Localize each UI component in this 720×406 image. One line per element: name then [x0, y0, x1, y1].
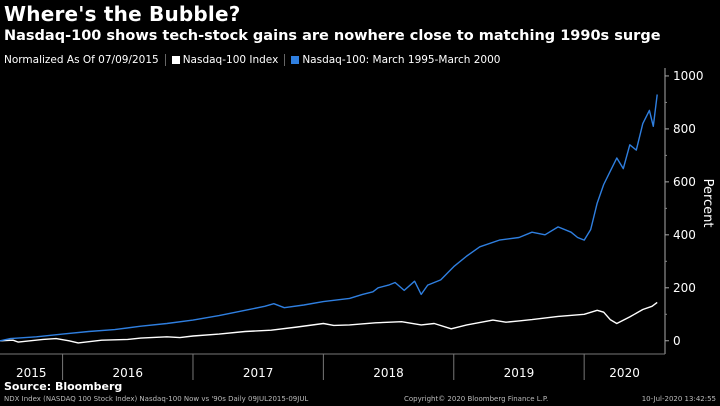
- footer-timestamp: 10-Jul-2020 13:42:55: [641, 395, 716, 403]
- chart-subtitle: Nasdaq-100 shows tech-stock gains are no…: [4, 28, 661, 44]
- x-tick-label: 2017: [243, 366, 274, 380]
- chart-title: Where's the Bubble?: [4, 2, 241, 26]
- legend-swatch-nasdaq-1990s: [291, 56, 300, 64]
- y-axis-label: Percent: [700, 179, 715, 228]
- x-tick-label: 2016: [113, 366, 144, 380]
- chart-axes: 0 200 400 600 800 1000 Percent 2015 2016 2017 2018…: [0, 68, 715, 380]
- legend-label-nasdaq-index: Nasdaq-100 Index: [182, 54, 279, 66]
- y-tick-label: 600: [673, 175, 696, 189]
- chart-lines: [0, 94, 658, 344]
- legend-label-nasdaq-1990s: Nasdaq-100: March 1995-March 2000: [302, 54, 501, 66]
- y-tick-label: 800: [673, 122, 696, 136]
- legend-divider: [284, 54, 286, 66]
- x-tick-label: 2019: [504, 366, 535, 380]
- y-tick-label: 1000: [673, 69, 704, 83]
- x-tick-label: 2020: [609, 366, 640, 380]
- footer-copyright: Copyright© 2020 Bloomberg Finance L.P.: [404, 395, 549, 403]
- legend-normalized-label: Normalized As Of 07/09/2015: [4, 54, 159, 66]
- nasdaq-1990s-line: [0, 94, 658, 342]
- x-tick-label: 2015: [16, 366, 47, 380]
- legend-swatch-nasdaq-index: [171, 56, 180, 64]
- footer-left-text: NDX Index (NASDAQ 100 Stock Index) Nasda…: [4, 395, 309, 403]
- line-chart: 0 200 400 600 800 1000 Percent 2015 2016 2017 2018…: [0, 68, 715, 380]
- nasdaq-index-line: [0, 301, 658, 344]
- legend-divider: [164, 54, 166, 66]
- x-tick-label: 2018: [373, 366, 404, 380]
- source-note: Source: Bloomberg: [4, 380, 123, 393]
- y-tick-label: 200: [673, 281, 696, 295]
- legend: Normalized As Of 07/09/2015 Nasdaq-100 I…: [4, 54, 500, 66]
- y-tick-label: 400: [673, 228, 696, 242]
- y-tick-label: 0: [673, 334, 681, 348]
